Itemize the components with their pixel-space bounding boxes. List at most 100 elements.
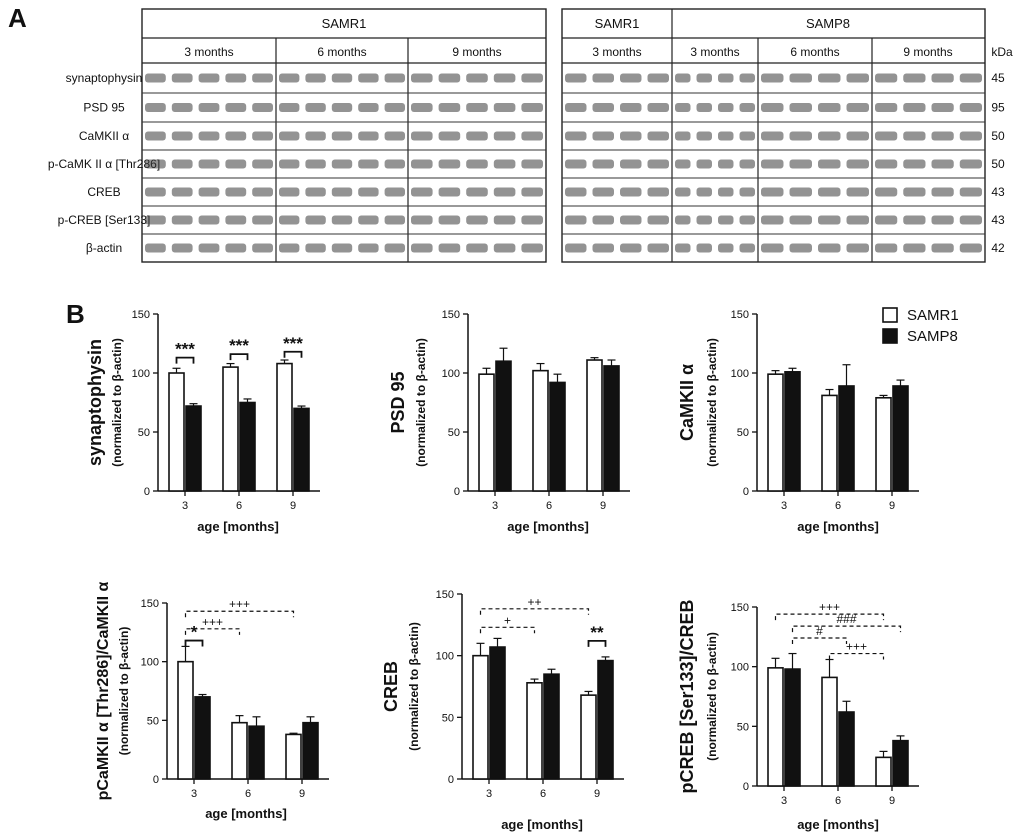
blot-band xyxy=(521,131,543,141)
blot-band xyxy=(903,159,926,169)
blot-band xyxy=(358,73,379,83)
bar-samr1 xyxy=(276,362,293,492)
blot-kda-value: 45 xyxy=(991,71,1005,85)
blot-band xyxy=(198,243,220,253)
x-axis-title: age [months] xyxy=(205,806,287,821)
blot-band xyxy=(305,215,326,225)
bar-samr1 xyxy=(285,733,302,780)
panel-b-letter: B xyxy=(66,299,85,329)
bar-samr1 xyxy=(767,373,784,492)
blot-band xyxy=(718,215,734,225)
blot-band xyxy=(331,243,353,253)
bar-samp8 xyxy=(892,739,909,787)
blot-band xyxy=(846,73,869,83)
y-tick-label: 150 xyxy=(731,309,749,321)
blot-band xyxy=(875,103,898,112)
blot-band xyxy=(252,187,273,197)
bar-samr1 xyxy=(532,369,549,492)
blot-band xyxy=(959,73,982,83)
blot-band xyxy=(675,187,691,197)
blot-band xyxy=(466,103,488,112)
blot-band xyxy=(789,215,812,225)
blot-band xyxy=(875,215,898,225)
significance-label: * xyxy=(191,623,198,642)
y-tick-label: 150 xyxy=(436,589,454,601)
significance-bracket xyxy=(774,613,885,621)
blot-band xyxy=(739,103,755,112)
y-tick-label: 150 xyxy=(141,598,159,610)
blot-band xyxy=(384,131,405,141)
blot-kda-value: 43 xyxy=(991,213,1005,227)
blot-band xyxy=(718,131,734,141)
bar-samp8 xyxy=(495,360,512,492)
blot-band xyxy=(438,73,461,83)
blot-left-group-label: SAMR1 xyxy=(322,16,367,31)
blot-band xyxy=(279,103,300,112)
blot-band xyxy=(331,215,353,225)
blot-band xyxy=(620,243,642,253)
blot-band xyxy=(493,215,516,225)
blot-band xyxy=(493,103,516,112)
chart-1: 0 50 100 150 3 6 9 age [months] synaptophysin (no… xyxy=(85,309,320,534)
y-axis-title: CREB xyxy=(381,661,401,712)
blot-band xyxy=(521,159,543,169)
blot-band xyxy=(252,159,273,169)
blot-band xyxy=(145,243,166,253)
blot-band xyxy=(592,131,614,141)
blot-left-month-9: 9 months xyxy=(452,45,501,59)
blot-band xyxy=(493,131,516,141)
chart-3: 0 50 100 150 3 6 9 age [months] CaMKII α (normali… xyxy=(677,309,919,534)
legend-label-samp8: SAMP8 xyxy=(907,328,958,345)
bar-samp8 xyxy=(838,711,855,787)
significance-bracket xyxy=(184,628,241,635)
blot-band xyxy=(718,159,734,169)
blot-band xyxy=(358,187,379,197)
blot-band xyxy=(493,243,516,253)
blot-band xyxy=(145,73,166,83)
y-tick-label: 100 xyxy=(436,651,454,663)
blot-band xyxy=(959,215,982,225)
bar-samp8 xyxy=(838,385,855,492)
blot-band xyxy=(279,159,300,169)
blot-band xyxy=(818,73,841,83)
significance-label: +++ xyxy=(819,600,840,614)
y-tick-label: 50 xyxy=(442,712,454,724)
legend: SAMR1 SAMP8 xyxy=(882,307,959,345)
blot-band xyxy=(493,73,516,83)
blot-right-p8-month-6: 6 months xyxy=(790,45,839,59)
blot-band xyxy=(592,243,614,253)
blot-band xyxy=(696,215,712,225)
blot-band xyxy=(696,243,712,253)
y-tick-label: 150 xyxy=(442,309,460,321)
blot-band xyxy=(620,187,642,197)
blot-protein-label: synaptophysin xyxy=(66,71,143,85)
blot-band xyxy=(279,73,300,83)
x-tick-label: 9 xyxy=(600,500,606,512)
blot-band xyxy=(696,131,712,141)
blot-band xyxy=(331,103,353,112)
y-tick-label: 50 xyxy=(138,427,150,439)
blot-band xyxy=(384,103,405,112)
bar-samr1 xyxy=(222,366,239,492)
blot-band xyxy=(384,215,405,225)
blot-band xyxy=(696,159,712,169)
blot-band xyxy=(620,159,642,169)
blot-left-frame xyxy=(141,8,547,263)
blot-band xyxy=(145,159,166,169)
blot-band xyxy=(789,103,812,112)
x-tick-label: 3 xyxy=(191,788,197,800)
blot-band xyxy=(620,131,642,141)
blot-band xyxy=(145,187,166,197)
blot-band xyxy=(384,159,405,169)
blot-band xyxy=(959,243,982,253)
blot-band xyxy=(358,243,379,253)
x-tick-label: 9 xyxy=(889,795,895,807)
blot-protein-label: PSD 95 xyxy=(83,101,125,115)
bar-samr1 xyxy=(231,721,248,780)
x-tick-label: 3 xyxy=(492,500,498,512)
blot-band xyxy=(739,159,755,169)
y-tick-label: 150 xyxy=(731,602,749,614)
blot-right-r1-label: SAMR1 xyxy=(595,16,640,31)
blot-band xyxy=(931,243,954,253)
bar-samp8 xyxy=(194,696,211,780)
